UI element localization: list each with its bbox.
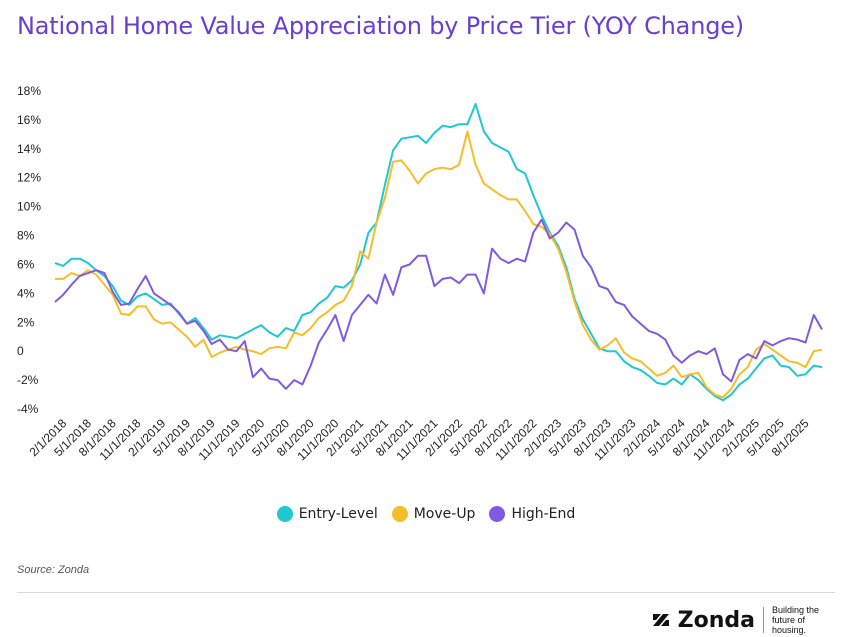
legend-label: Move-Up [413,506,476,522]
legend-label: Entry-Level [298,506,378,522]
legend-swatch [489,506,506,522]
footer-divider [17,592,835,593]
legend-label: High-End [511,506,576,522]
plot-area [54,103,823,402]
y-tick-label: 12% [17,171,41,185]
chart-title: National Home Value Appreciation by Pric… [17,12,744,40]
y-tick-label: 8% [17,229,35,243]
legend-swatch [391,506,408,522]
legend-item-move-up[interactable]: Move-Up [391,506,476,522]
y-tick-label: 18% [17,84,41,98]
brand-tagline: Building the future of housing. [772,605,820,635]
legend-item-entry-level[interactable]: Entry-Level [276,506,378,522]
y-tick-label: -2% [17,373,39,387]
brand-name: Zonda [677,607,755,633]
brand-footer: Zonda Building the future of housing. [652,605,834,635]
y-tick-label: 10% [17,200,41,214]
series-line-high-end [54,218,823,390]
zonda-logo-icon [652,614,669,626]
y-tick-label: 4% [17,286,35,300]
source-note: Source: Zonda [17,564,90,576]
y-tick-label: 2% [17,315,35,329]
legend-item-high-end[interactable]: High-End [489,506,575,522]
brand-separator [763,607,764,633]
y-tick-label: 6% [17,257,35,271]
y-tick-label: 14% [17,142,41,156]
y-tick-label: 16% [17,113,41,127]
series-line-move-up [55,130,823,399]
legend: Entry-Level Move-Up High-End [0,506,852,522]
legend-swatch [276,506,293,522]
line-chart: 18% 16% 14% 12% 10% 8% 6% 4% 2% 0 -2% -4% 2/1/20185… [17,84,823,463]
y-tick-label: -4% [17,402,39,416]
y-axis: 18% 16% 14% 12% 10% 8% 6% 4% 2% 0 -2% -4% [17,84,41,416]
x-axis: 2/1/20185/1/20188/1/201811/1/20182/1/201… [26,416,811,463]
series-line-entry-level [54,103,823,402]
y-tick-label: 0 [17,344,24,358]
